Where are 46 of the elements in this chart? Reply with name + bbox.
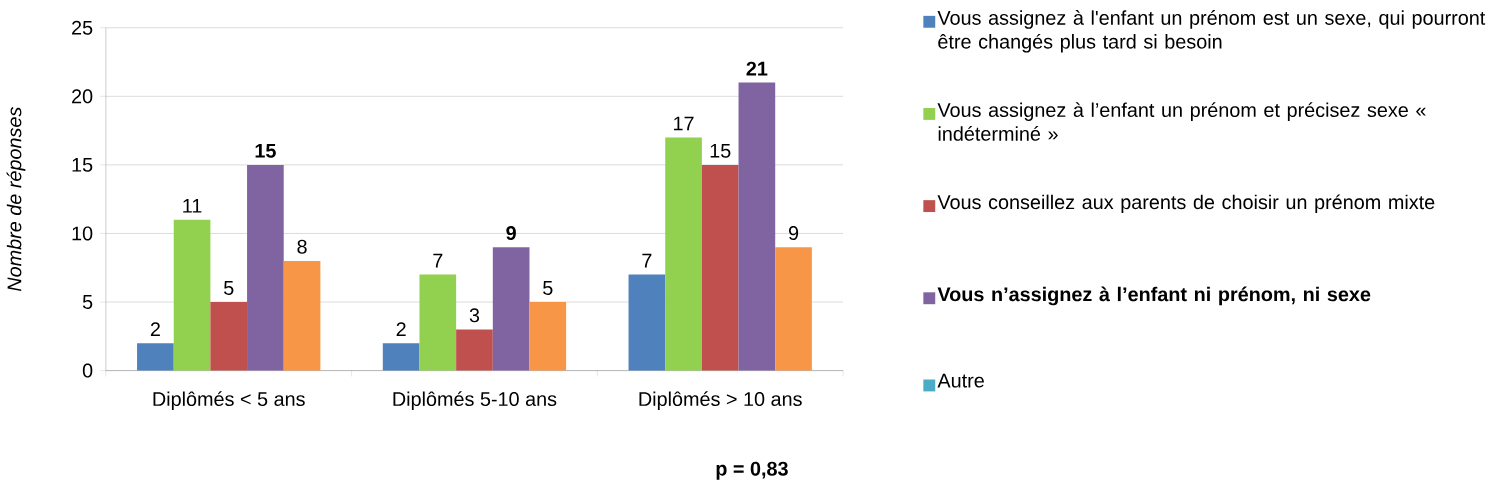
data-label: 8 [297,239,307,254]
data-label: 5 [543,280,553,295]
legend-label: Autre [937,373,984,388]
data-label: 2 [150,322,160,336]
y-tick-label: 25 [72,20,93,35]
data-label: 11 [183,198,202,213]
data-label: 3 [469,308,480,323]
data-label: 15 [255,143,276,158]
y-tick-label: 5 [82,294,93,309]
bar [775,247,812,371]
text: p = 0,83 [716,461,788,480]
bar [173,219,211,371]
data-label: 7 [433,253,443,268]
data-label: 5 [224,280,234,295]
bar [529,301,567,371]
data-label: 9 [506,225,516,240]
x-tick-label: Diplômés 5-10 ans [393,391,557,410]
bar [210,301,248,371]
bar [419,274,457,371]
bar [701,164,739,371]
bar [283,260,321,371]
bar [738,82,776,371]
legend-label: Vous assignez à l'enfant un prénom est un sexe, qui pourront être changés plus tard si besoin [937,9,1486,53]
data-label: 17 [674,116,694,131]
bar [382,343,420,371]
legend-label: Vous assignez à l’enfant un prénom et précisez sexe « indéterminé » [937,102,1426,141]
data-label: 21 [746,61,768,76]
y-tick-label: 10 [72,226,93,241]
x-tick-label: Diplômés > 10 ans [639,391,802,410]
bar [665,137,702,371]
data-label: 2 [396,322,406,336]
y-tick-label: 20 [72,89,93,104]
bar [628,274,666,371]
bar [492,247,530,371]
legend-label: Vous conseillez aux parents de choisir un prénom mixte [937,194,1435,213]
data-label: 9 [788,225,799,240]
y-tick-label: 0 [82,363,93,378]
x-tick-label: Diplômés < 5 ans [153,391,305,410]
bar [456,329,493,371]
data-label: 7 [642,253,652,268]
y-axis-title: Nombre de réponses [6,106,26,291]
legend-label: Vous n’assignez à l’enfant ni prénom, ni sexe [937,286,1371,306]
data-label: 15 [710,143,731,158]
bar [247,164,284,371]
y-tick-label: 15 [72,157,93,172]
bar [137,343,174,371]
